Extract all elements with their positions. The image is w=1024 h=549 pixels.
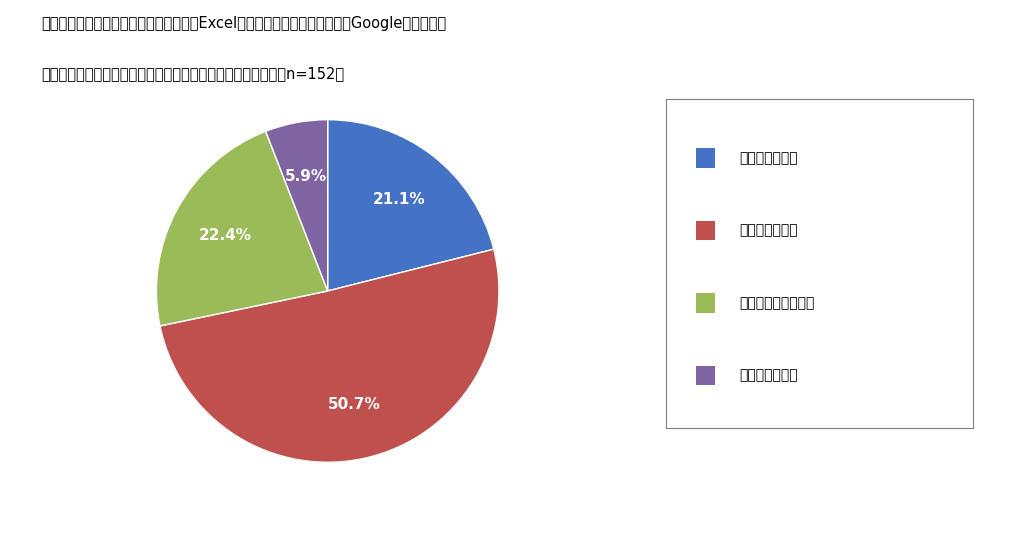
Text: シートなど）で管理することに、大変さを感じていますか？（n=152）: シートなど）で管理することに、大変さを感じていますか？（n=152） [41, 66, 344, 81]
Wedge shape [160, 249, 499, 462]
Text: 強く感じている: 強く感じている [739, 151, 798, 165]
FancyBboxPatch shape [696, 148, 715, 168]
FancyBboxPatch shape [696, 366, 715, 385]
Text: やや感じている: やや感じている [739, 223, 798, 238]
Wedge shape [265, 120, 328, 291]
Text: 21.1%: 21.1% [373, 192, 426, 206]
FancyBboxPatch shape [696, 293, 715, 313]
Text: あまり感じていない: あまり感じていない [739, 296, 815, 310]
Text: あなたの営業まわりの管理で請求業務をExcel、もしくは類似するツール（Googleスプレッド: あなたの営業まわりの管理で請求業務をExcel、もしくは類似するツール（Goog… [41, 16, 446, 31]
Text: 全然感じてない: 全然感じてない [739, 368, 798, 383]
Wedge shape [328, 120, 494, 291]
Wedge shape [157, 131, 328, 326]
Text: 22.4%: 22.4% [199, 228, 252, 243]
Text: 50.7%: 50.7% [328, 397, 380, 412]
Text: 5.9%: 5.9% [285, 169, 328, 184]
FancyBboxPatch shape [696, 221, 715, 240]
